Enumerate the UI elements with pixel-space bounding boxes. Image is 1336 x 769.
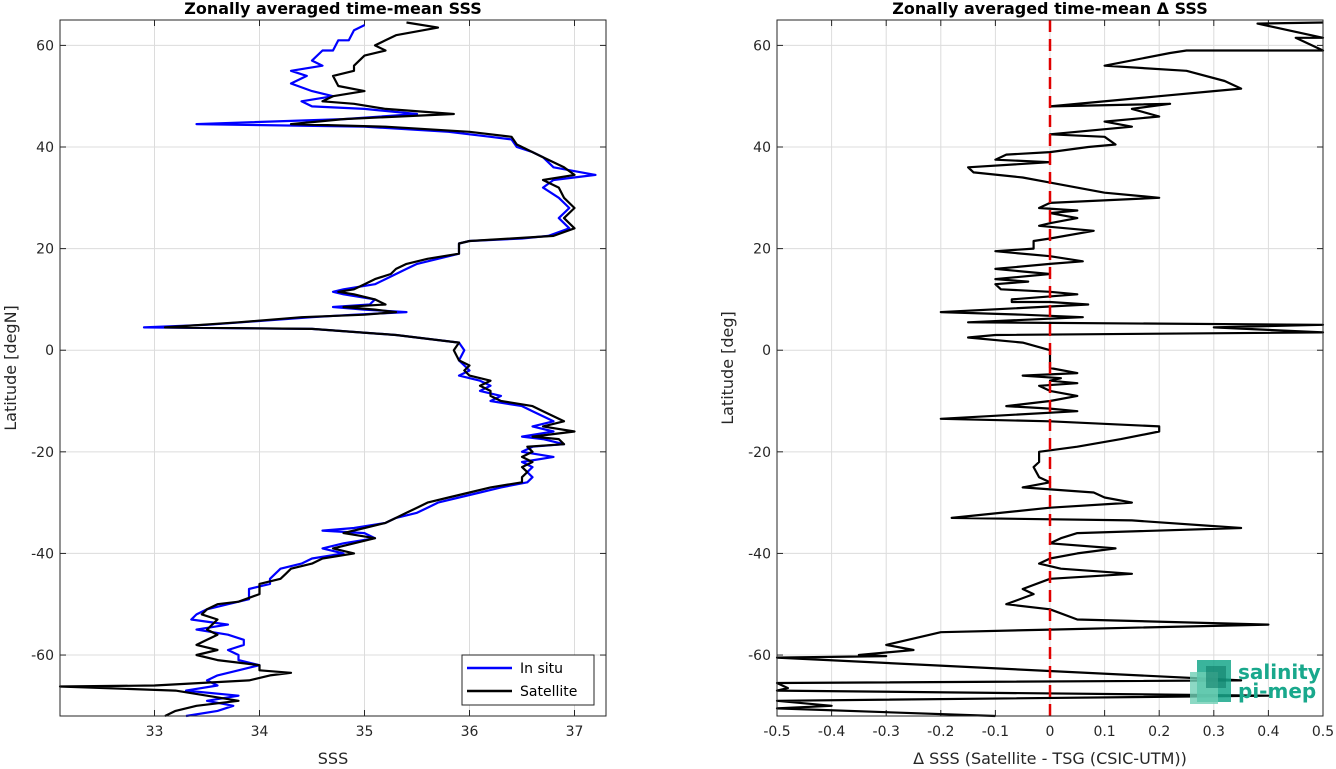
x-tick-label: 0.5 <box>1312 724 1334 740</box>
series-line-satellite <box>58 21 576 717</box>
series-left <box>58 21 597 718</box>
y-tick-label: 40 <box>753 140 771 156</box>
panel-delta-sss: -0.5 -0.4 -0.3 -0.2 -0.1 0 0.1 0.2 0.3 0.4 0.5 -60 -… <box>718 0 1334 768</box>
y-tick-label: 0 <box>45 343 54 359</box>
y-axis-label-right: Latitude [deg] <box>718 311 737 425</box>
logo-text-line1: salinity <box>1238 660 1321 684</box>
axes-frame-right <box>776 19 1324 717</box>
x-tick-label: 34 <box>251 724 269 740</box>
series-right <box>775 21 1325 718</box>
x-tick-label: -0.3 <box>873 724 900 740</box>
y-tick-label: -20 <box>31 445 54 461</box>
y-axis-label-left: Latitude [degN] <box>1 305 20 431</box>
grid-left <box>60 20 606 716</box>
ticks-left: 33 34 35 36 37 -60 -40 -20 0 20 40 60 <box>31 20 606 740</box>
chart-title-left: Zonally averaged time-mean SSS <box>184 0 482 18</box>
y-tick-label: 40 <box>36 140 54 156</box>
y-tick-label: 60 <box>753 38 771 54</box>
legend-box <box>461 654 595 706</box>
y-tick-label: -20 <box>748 445 771 461</box>
logo-text-line2: pi-mep <box>1238 679 1316 703</box>
x-tick-label: 0.1 <box>1093 724 1115 740</box>
chart-title-right: Zonally averaged time-mean Δ SSS <box>892 0 1208 18</box>
panel-sss: 33 34 35 36 37 -60 -40 -20 0 20 40 60 Zonally avera… <box>1 0 607 768</box>
legend: In situ Satellite <box>461 654 595 706</box>
x-tick-label: 0.2 <box>1148 724 1170 740</box>
series-line-in-situ <box>142 24 597 718</box>
y-tick-label: -40 <box>748 546 771 562</box>
legend-label-satellite: Satellite <box>520 684 577 700</box>
axes-frame-left <box>59 19 607 717</box>
x-tick-label: -0.2 <box>927 724 954 740</box>
y-tick-label: 20 <box>753 242 771 258</box>
series-line-delta-sss <box>775 21 1325 718</box>
x-tick-label: 0 <box>1046 724 1055 740</box>
y-tick-label: -60 <box>31 648 54 664</box>
salinity-pi-mep-logo: salinity pi-mep <box>1190 660 1321 704</box>
x-tick-label: 33 <box>146 724 164 740</box>
y-tick-label: -40 <box>31 546 54 562</box>
y-tick-label: 60 <box>36 38 54 54</box>
x-tick-label: 37 <box>566 724 584 740</box>
logo-icon <box>1190 660 1231 704</box>
x-tick-label: 0.3 <box>1203 724 1225 740</box>
x-axis-label-right: Δ SSS (Satellite - TSG (CSIC-UTM)) <box>913 749 1187 768</box>
y-tick-label: 20 <box>36 242 54 258</box>
ticks-right: -0.5 -0.4 -0.3 -0.2 -0.1 0 0.1 0.2 0.3 0.4 0.5 -60 -… <box>748 20 1334 740</box>
y-tick-label: -60 <box>748 648 771 664</box>
x-tick-label: -0.5 <box>763 724 790 740</box>
legend-label-in-situ: In situ <box>520 661 563 677</box>
x-tick-label: -0.1 <box>982 724 1009 740</box>
y-tick-label: 0 <box>762 343 771 359</box>
x-tick-label: 36 <box>461 724 479 740</box>
x-tick-label: 35 <box>356 724 374 740</box>
x-tick-label: 0.4 <box>1257 724 1279 740</box>
x-axis-label-left: SSS <box>318 749 348 768</box>
x-tick-label: -0.4 <box>818 724 845 740</box>
